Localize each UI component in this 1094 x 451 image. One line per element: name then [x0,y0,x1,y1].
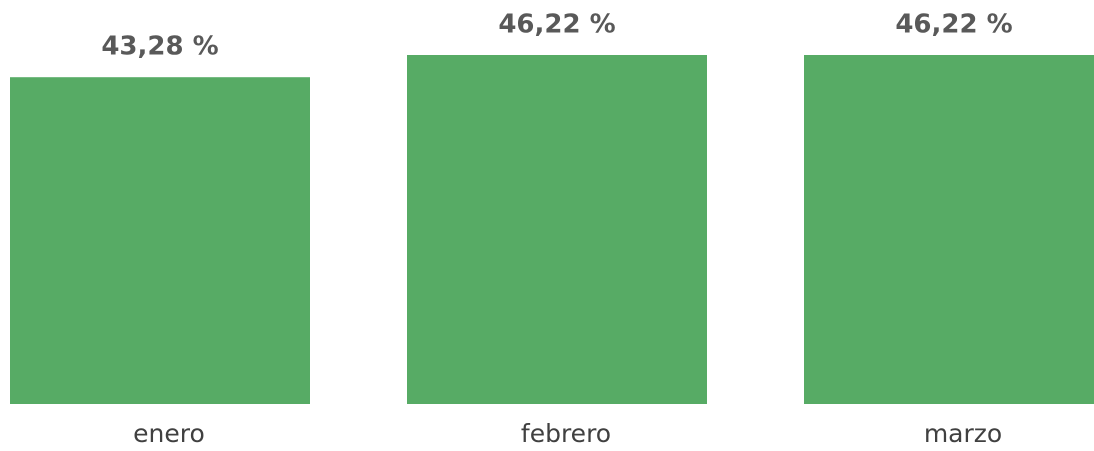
bar [407,55,707,404]
x-tick-label: enero [133,419,205,448]
data-label: 43,28 % [101,32,218,62]
x-tick-label: febrero [521,419,611,448]
data-label: 46,22 % [895,10,1012,40]
bar [804,55,1094,404]
x-tick-label: marzo [924,419,1002,448]
data-label: 46,22 % [498,10,615,40]
bar [10,77,310,405]
